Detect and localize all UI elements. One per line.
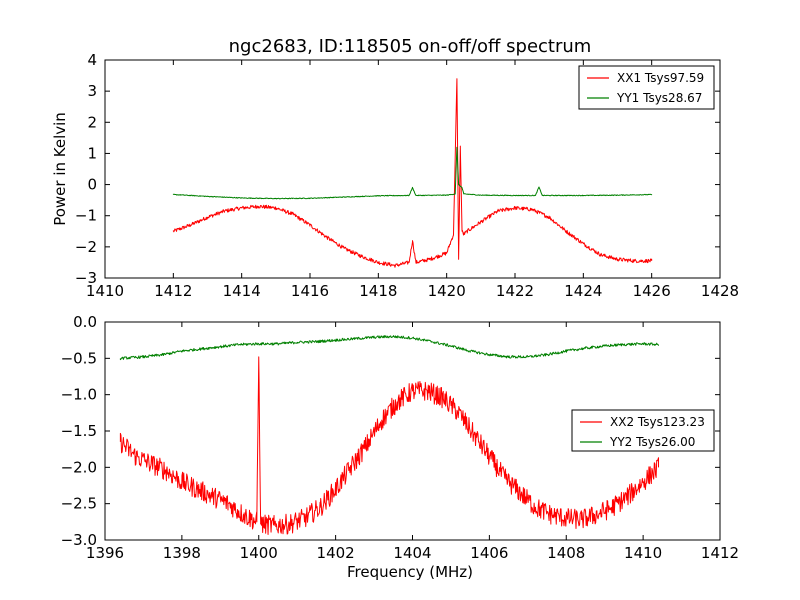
- x-tick-label: 1406: [470, 544, 508, 562]
- y-tick-label: −0.5: [61, 349, 97, 367]
- series-line-yy1: [172, 146, 653, 200]
- x-tick-label: 1410: [624, 544, 662, 562]
- x-tick-label: 1402: [317, 544, 355, 562]
- x-tick-label: 1412: [154, 282, 192, 300]
- y-tick-label: −2.5: [61, 495, 97, 513]
- top-spectrum-panel: ngc2683, ID:118505 on-off/off spectrum P…: [51, 36, 739, 300]
- x-tick-label: 1428: [701, 282, 739, 300]
- y-tick-label: 3: [87, 82, 97, 100]
- legend-box: [571, 409, 715, 452]
- x-tick-label: 1422: [496, 282, 534, 300]
- legend-entry: YY1 Tsys28.67: [616, 91, 702, 105]
- y-tick-label: 0: [87, 176, 97, 194]
- x-tick-label: 1424: [564, 282, 602, 300]
- x-tick-label: 1420: [428, 282, 466, 300]
- y-tick-label: −2: [75, 238, 97, 256]
- bottom-legend: XX2 Tsys123.23 YY2 Tsys26.00: [571, 409, 715, 452]
- y-tick-label: 0.0: [73, 313, 97, 331]
- legend-entry: YY2 Tsys26.00: [609, 435, 695, 449]
- series-line-xx1: [172, 78, 653, 268]
- x-tick-label: 1398: [163, 544, 201, 562]
- y-tick-label: −1.5: [61, 422, 97, 440]
- x-tick-label: 1416: [291, 282, 329, 300]
- series-line-yy2: [119, 335, 659, 361]
- legend-entry: XX1 Tsys97.59: [617, 71, 704, 85]
- top-legend: XX1 Tsys97.59 YY1 Tsys28.67: [578, 65, 715, 110]
- x-tick-label: 1414: [223, 282, 261, 300]
- chart-title: ngc2683, ID:118505 on-off/off spectrum: [229, 36, 592, 57]
- series-line-xx2: [119, 356, 659, 535]
- y-tick-label: −3.0: [61, 531, 97, 549]
- bottom-spectrum-panel: Frequency (MHz) 1396 1398 1400 1402 1404 1406…: [61, 313, 740, 581]
- y-tick-label: −3: [75, 269, 97, 287]
- x-axis-label: Frequency (MHz): [347, 563, 473, 581]
- x-tick-label: 1426: [633, 282, 671, 300]
- y-tick-label: 4: [87, 51, 97, 69]
- top-y-axis-label: Power in Kelvin: [51, 112, 69, 226]
- x-tick-label: 1412: [701, 544, 739, 562]
- y-tick-label: −1: [75, 207, 97, 225]
- y-tick-label: 2: [87, 113, 97, 131]
- y-tick-label: −1.0: [61, 386, 97, 404]
- legend-entry: XX2 Tsys123.23: [610, 415, 705, 429]
- y-tick-label: 1: [87, 144, 97, 162]
- legend-box: [578, 65, 715, 110]
- x-tick-label: 1418: [359, 282, 397, 300]
- x-tick-label: 1404: [393, 544, 431, 562]
- y-tick-label: −2.0: [61, 458, 97, 476]
- x-tick-label: 1408: [547, 544, 585, 562]
- x-tick-label: 1400: [240, 544, 278, 562]
- x-tick-label: 1410: [86, 282, 124, 300]
- x-tick-label: 1396: [86, 544, 124, 562]
